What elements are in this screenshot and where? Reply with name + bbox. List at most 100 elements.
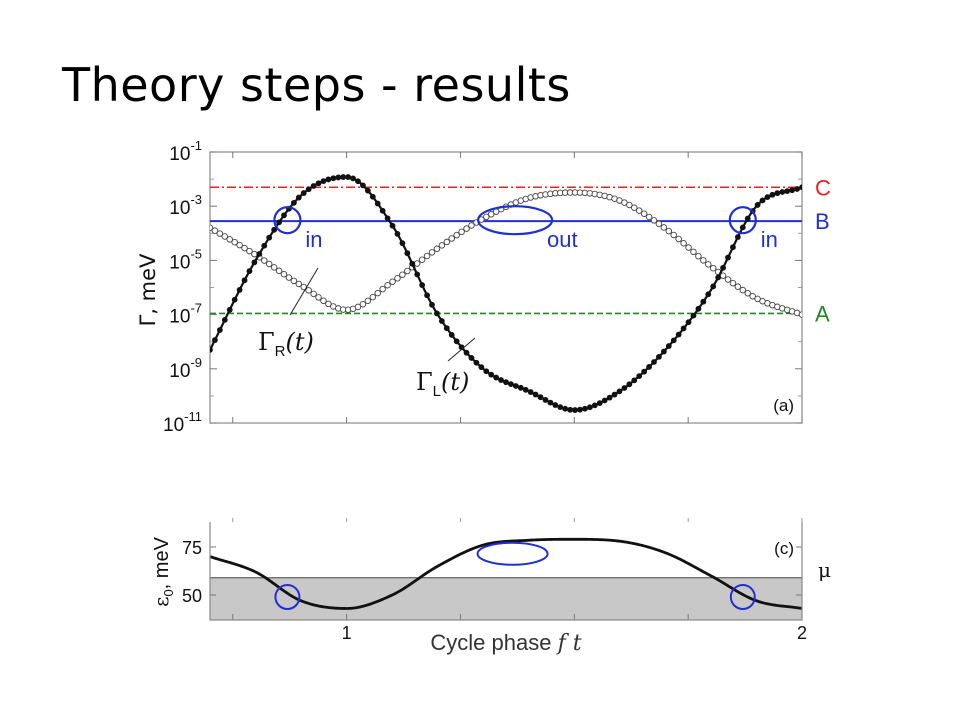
gamma-l-point: [305, 186, 312, 193]
gamma-l-point: [340, 174, 347, 180]
gamma-r-point: [261, 257, 268, 264]
in-marker-circle: [728, 206, 757, 235]
peak-marker-ellipse: [476, 541, 549, 566]
gamma-l-point: [221, 317, 228, 323]
gamma-l-point: [315, 180, 322, 187]
gamma-l-point: [360, 182, 366, 189]
gamma-l-point: [453, 338, 460, 345]
gamma-l-point: [374, 200, 381, 207]
gamma-l-point: [670, 337, 677, 344]
gamma-l-point: [216, 327, 223, 333]
gamma-r-point: [280, 270, 288, 278]
gamma-l-point: [567, 406, 574, 413]
gamma-l-point: [799, 184, 802, 191]
gamma-r-point: [463, 225, 470, 232]
gamma-r-point: [635, 207, 643, 214]
annotation-in: in: [761, 227, 778, 252]
gamma-r-point: [458, 228, 465, 236]
gamma-r-point: [448, 235, 455, 242]
gamma-l-point: [300, 190, 307, 196]
gamma-r-point: [369, 293, 377, 301]
gamma-r-point: [680, 239, 687, 247]
gamma-l-point: [369, 193, 376, 200]
gamma-l-point: [335, 174, 342, 181]
gamma-l-point: [256, 251, 263, 257]
gamma-l-point: [636, 373, 643, 380]
gamma-l-point: [517, 384, 524, 391]
gamma-l-point: [379, 207, 386, 214]
gamma-l-point: [685, 319, 692, 326]
gamma-r-point: [453, 231, 460, 239]
y-tick-label: 10-1: [169, 138, 202, 165]
gamma-r-point: [729, 279, 737, 287]
gamma-l-point: [389, 222, 396, 229]
gamma-l-point: [414, 271, 421, 278]
gamma-r-point: [483, 213, 490, 221]
gamma-r-point: [705, 261, 712, 268]
gamma-r-point: [211, 227, 219, 234]
gamma-r-point: [389, 278, 396, 285]
gamma-r-point: [394, 275, 401, 282]
gamma-l-point: [527, 389, 534, 395]
gamma-l-point: [231, 296, 238, 303]
gamma-r-point: [290, 277, 298, 285]
gamma-r-point: [650, 217, 658, 224]
gamma-l-point: [443, 325, 450, 332]
gamma-r-point: [709, 264, 717, 272]
panel-c-y-label: ε0, meV: [149, 536, 176, 607]
panel-a-ticks: [210, 151, 803, 424]
gamma-l-point: [621, 385, 628, 391]
gamma-l-point: [295, 194, 302, 201]
gamma-r-point: [665, 227, 673, 235]
gamma-l-point: [468, 355, 475, 361]
in-marker-circle: [273, 206, 302, 235]
gamma-l-point: [631, 377, 638, 384]
gamma-r-point: [413, 260, 421, 267]
gamma-r-point: [695, 252, 702, 260]
gamma-r-leader-line: [289, 267, 319, 316]
gamma-r-point: [285, 274, 293, 281]
panel-c: 50 75 1 2 (c) μ ε0, meV Cycle phase f t: [149, 518, 831, 656]
gamma-l-point: [547, 399, 554, 406]
gamma-r-point: [655, 220, 663, 228]
gamma-r-point: [359, 300, 367, 308]
panel-a-label: (a): [773, 396, 794, 415]
epsilon-line: [210, 537, 802, 610]
gamma-r-point: [226, 236, 233, 243]
gamma-l-point: [651, 359, 657, 365]
gamma-l-point: [720, 264, 726, 271]
y-tick-label: 10-3: [169, 192, 202, 219]
gamma-l-point: [601, 397, 608, 404]
panel-c-frame: [209, 522, 803, 621]
gamma-l-point: [611, 391, 618, 398]
gamma-l-point: [660, 348, 667, 355]
gamma-l-point: [512, 383, 519, 389]
gamma-l-point: [503, 379, 509, 386]
gamma-l-point: [226, 306, 233, 313]
gamma-r-point: [739, 286, 747, 294]
gamma-l-point: [695, 305, 702, 312]
gamma-l-point: [794, 186, 800, 192]
gamma-r-point: [325, 300, 332, 308]
y-tick-label: 10-11: [163, 409, 202, 436]
gamma-r-point: [295, 280, 303, 288]
gamma-l-point: [557, 404, 564, 411]
panel-c-series: [210, 537, 802, 610]
reference-label-b: B: [815, 209, 830, 234]
gamma-l-point: [572, 407, 578, 413]
gamma-l-point: [448, 332, 455, 338]
gamma-r-point: [231, 238, 238, 246]
gamma-l-point: [779, 189, 786, 195]
gamma-l-point: [577, 406, 583, 413]
gamma-l-point: [665, 343, 672, 349]
gamma-r-point: [404, 267, 411, 275]
gamma-l-point: [542, 397, 549, 403]
gamma-r-point: [310, 290, 317, 298]
panel-c-annotations: [274, 541, 756, 611]
gamma-l-point: [320, 178, 327, 185]
gamma-r-point: [428, 249, 436, 256]
x-tick-label: 2: [797, 623, 807, 643]
gamma-l-point: [537, 394, 544, 401]
gamma-l-point: [759, 197, 766, 204]
reference-label-c: C: [815, 175, 831, 200]
